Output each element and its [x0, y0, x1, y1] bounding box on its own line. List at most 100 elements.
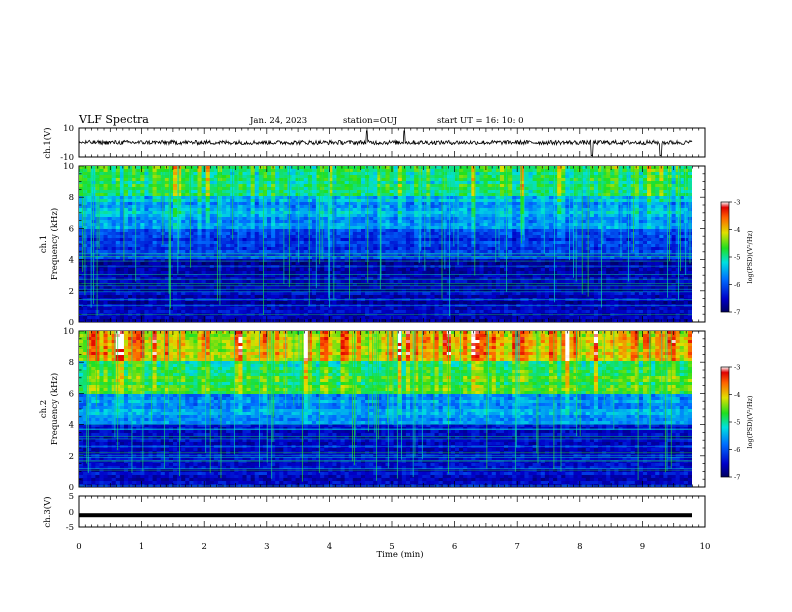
spectrogram-cell: [156, 253, 162, 257]
spectrogram-cell: [311, 256, 317, 260]
spectrogram-cell: [426, 202, 431, 206]
spectrogram-cell: [209, 241, 215, 245]
spectrogram-cell: [340, 208, 346, 212]
spectrogram-cell: [258, 235, 264, 239]
spectrogram-cell: [103, 253, 109, 257]
spectrogram-cell: [123, 244, 129, 248]
spectrogram-cell: [189, 241, 194, 245]
spectrogram-cell: [573, 223, 578, 227]
spectrogram-cell: [172, 232, 178, 236]
spectrogram-cell: [671, 250, 677, 254]
spectrogram-cell: [234, 253, 239, 257]
spectrogram-cell: [524, 172, 529, 176]
spectrogram-cell: [450, 172, 456, 176]
spectrogram-cell: [177, 196, 182, 200]
spectrogram-cell: [311, 232, 317, 236]
spectrogram-cell: [181, 178, 186, 182]
spectrogram-cell: [475, 238, 480, 242]
spectrogram-cell: [324, 256, 329, 260]
spectrogram-cell: [148, 187, 153, 191]
header-date: Jan. 24, 2023: [249, 116, 307, 126]
spectrogram-cell: [148, 181, 153, 185]
spectrogram-cell: [536, 238, 542, 242]
spectrogram-cell: [569, 193, 574, 197]
spectrogram-cell: [356, 205, 362, 209]
spectrogram-cell: [377, 217, 382, 221]
spectrogram-cell: [279, 211, 284, 215]
spectrogram-cell: [209, 232, 215, 236]
spectrogram-cell: [389, 220, 395, 224]
spectrogram-cell: [598, 184, 603, 188]
spectrogram-cell: [172, 181, 178, 185]
spectrogram-cell: [454, 259, 460, 263]
spectrogram-cell: [467, 256, 472, 260]
spectrogram-cell: [148, 175, 153, 179]
spectrogram-cell: [606, 241, 611, 245]
spectrogram-cell: [95, 205, 100, 209]
spectrogram-cell: [381, 241, 386, 245]
spectrogram-cell: [307, 208, 313, 212]
spectrogram-cell: [679, 217, 685, 221]
spectrogram-cell: [156, 211, 162, 215]
spectrogram-cell: [230, 259, 235, 263]
spectrogram-cell: [193, 217, 198, 221]
spectrogram-cell: [87, 181, 92, 185]
spectrogram-cell: [140, 205, 145, 209]
spectrogram-cell: [569, 241, 574, 245]
spectrogram-cell: [205, 238, 211, 242]
spectrogram-cell: [250, 226, 256, 230]
spectrogram-cell: [152, 208, 158, 212]
spectrogram-cell: [553, 226, 558, 230]
spectrogram-cell: [213, 202, 219, 206]
spectrogram-cell: [520, 199, 525, 203]
spectrogram-cell: [144, 259, 149, 263]
spectrogram-cell: [446, 214, 452, 218]
spectrogram-cell: [201, 253, 207, 257]
spectrogram-cell: [262, 238, 268, 242]
spectrogram-cell: [434, 184, 440, 188]
spectrogram-cell: [99, 229, 104, 233]
spectrogram-cell: [524, 214, 529, 218]
spectrogram-cell: [201, 187, 207, 191]
spectrogram-cell: [565, 175, 570, 179]
spectrogram-cell: [279, 181, 284, 185]
spectrogram-cell: [107, 220, 113, 224]
spectrogram-cell: [577, 178, 583, 182]
spectrogram-cell: [283, 199, 288, 203]
spectrogram-cell: [606, 184, 611, 188]
spectrogram-cell: [426, 175, 431, 179]
spectrogram-cell: [193, 181, 198, 185]
spectrogram-cell: [553, 259, 558, 263]
spectrogram-cell: [258, 202, 264, 206]
spectrogram-cell: [311, 193, 317, 197]
spectrogram-cell: [520, 229, 525, 233]
spectrogram-cell: [540, 226, 546, 230]
spectrogram-cell: [573, 229, 578, 233]
spectrogram-cell: [548, 226, 554, 230]
spectrogram-cell: [340, 181, 346, 185]
spectrogram-cell: [373, 232, 378, 236]
spectrogram-cell: [140, 241, 145, 245]
spectrogram-cell: [450, 178, 456, 182]
spectrogram-cell: [565, 250, 570, 254]
spectrogram-cell: [103, 178, 109, 182]
spectrogram-cell: [123, 196, 129, 200]
spectrogram-cell: [483, 178, 489, 182]
spectrogram-cell: [336, 235, 341, 239]
spectrogram-cell: [675, 184, 681, 188]
spectrogram-cell: [234, 220, 239, 224]
spectrogram-cell: [132, 169, 137, 173]
spectrogram-cell: [467, 223, 472, 227]
spectrogram-cell: [336, 214, 341, 218]
spectrogram-cell: [434, 169, 440, 173]
spectrogram-cell: [581, 241, 587, 245]
spectrogram-cell: [434, 259, 440, 263]
spectrogram-cell: [479, 184, 484, 188]
spectrogram-cell: [516, 250, 521, 254]
spectrogram-cell: [385, 241, 390, 245]
spectrogram-cell: [201, 172, 207, 176]
spectrogram-cell: [99, 169, 104, 173]
spectrogram-cell: [177, 193, 182, 197]
spectrogram-cell: [638, 193, 644, 197]
spectrogram-cell: [385, 256, 390, 260]
